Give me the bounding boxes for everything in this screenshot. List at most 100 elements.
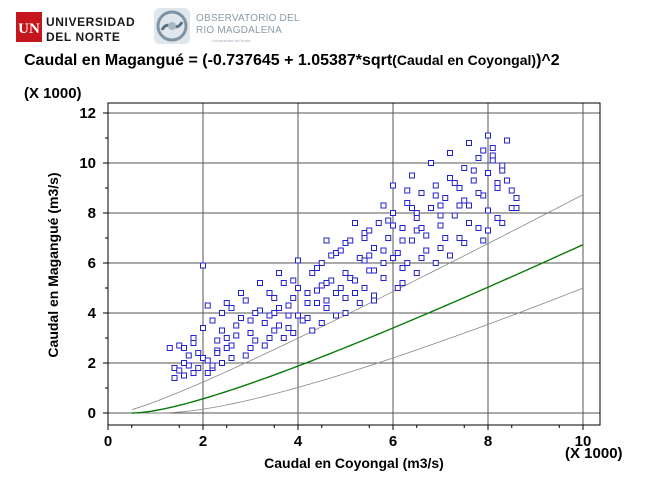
data-point	[247, 345, 254, 351]
data-point	[447, 150, 453, 156]
data-point	[390, 222, 396, 229]
observatory-name-line2: RIO MAGDALENA	[196, 25, 282, 36]
data-point	[323, 280, 330, 286]
x-tick-label: 0	[104, 433, 112, 450]
data-point	[432, 182, 439, 189]
data-point	[437, 202, 444, 209]
data-point	[375, 220, 382, 226]
data-point	[166, 345, 173, 351]
fit-line-layer	[131, 244, 584, 414]
data-point	[489, 145, 496, 151]
data-point	[223, 345, 230, 351]
data-point	[333, 290, 339, 296]
grid-layer	[107, 103, 600, 425]
x-tick-label: 10	[575, 433, 592, 450]
data-point	[366, 252, 373, 259]
data-point	[442, 235, 449, 241]
data-point	[181, 360, 187, 366]
data-point	[380, 247, 387, 254]
data-point	[323, 297, 330, 304]
data-point	[200, 325, 206, 331]
data-point	[371, 245, 377, 251]
data-point	[428, 205, 434, 211]
data-point	[171, 375, 178, 381]
data-point	[428, 160, 434, 166]
data-point	[276, 322, 282, 329]
data-point	[323, 237, 330, 244]
data-point	[504, 137, 510, 144]
data-point	[214, 350, 221, 356]
data-point	[361, 285, 368, 291]
data-point	[318, 320, 325, 326]
y-tick-label: 4	[88, 305, 97, 322]
data-point	[190, 340, 197, 346]
data-point	[385, 217, 392, 224]
data-point	[361, 235, 368, 241]
data-point	[257, 280, 263, 286]
data-point	[304, 290, 311, 296]
y-tick-label: 0	[88, 405, 96, 422]
plot-frame	[107, 102, 601, 426]
data-point	[290, 277, 297, 284]
data-point	[209, 317, 216, 324]
data-point	[352, 290, 358, 296]
data-point	[337, 285, 344, 291]
lower-prediction-limit	[131, 287, 584, 414]
data-point	[337, 247, 344, 254]
data-point	[494, 215, 501, 221]
data-point	[480, 147, 487, 154]
data-point	[461, 240, 468, 246]
data-point	[413, 210, 420, 216]
data-point	[209, 362, 216, 369]
data-point	[276, 305, 282, 311]
chart-title-main: Caudal en Magangué = (-0.737645 + 1.0538…	[24, 52, 393, 69]
data-point	[285, 302, 292, 309]
university-name-line1: UNIVERSIDAD	[46, 15, 136, 29]
data-point	[447, 252, 453, 259]
data-point	[309, 327, 316, 334]
x-tick-label: 2	[199, 433, 207, 450]
data-point	[423, 247, 430, 254]
data-point	[347, 237, 354, 244]
y-tick-label: 6	[88, 255, 96, 272]
y-tick-label: 8	[88, 205, 96, 222]
data-point	[223, 335, 230, 341]
data-point	[385, 235, 392, 241]
data-point	[399, 280, 406, 286]
data-point	[219, 310, 225, 316]
data-point	[304, 300, 311, 306]
chart-title: Caudal en Magangué = (-0.737645 + 1.0538…	[24, 52, 560, 70]
data-point	[252, 310, 259, 316]
data-point	[485, 207, 491, 214]
data-point	[404, 200, 411, 206]
data-point	[204, 357, 211, 364]
data-point	[323, 305, 330, 311]
data-point	[404, 260, 411, 266]
data-point	[285, 325, 292, 331]
data-point	[366, 227, 373, 234]
data-point	[280, 335, 287, 341]
data-point	[413, 215, 420, 221]
data-point	[314, 287, 320, 294]
data-point	[485, 170, 491, 176]
data-point	[304, 315, 311, 321]
data-point	[219, 360, 225, 366]
x-axis-label: Caudal en Coyongal (m3/s)	[264, 455, 444, 471]
data-point	[361, 257, 368, 264]
data-point	[437, 245, 444, 251]
data-point	[247, 330, 254, 336]
data-point	[233, 332, 240, 339]
data-point	[485, 227, 491, 234]
data-point	[242, 297, 249, 304]
data-point	[494, 185, 501, 191]
points-layer	[166, 132, 520, 381]
data-point	[513, 205, 520, 211]
data-point	[456, 202, 463, 209]
data-point	[295, 285, 301, 291]
data-point	[409, 237, 415, 244]
data-point	[418, 255, 425, 261]
data-point	[318, 260, 325, 266]
x-tick-label: 6	[389, 433, 397, 450]
data-point	[185, 352, 192, 359]
logos: UN UNIVERSIDAD DEL NORTE OBSERVATORIO DE…	[14, 4, 304, 48]
